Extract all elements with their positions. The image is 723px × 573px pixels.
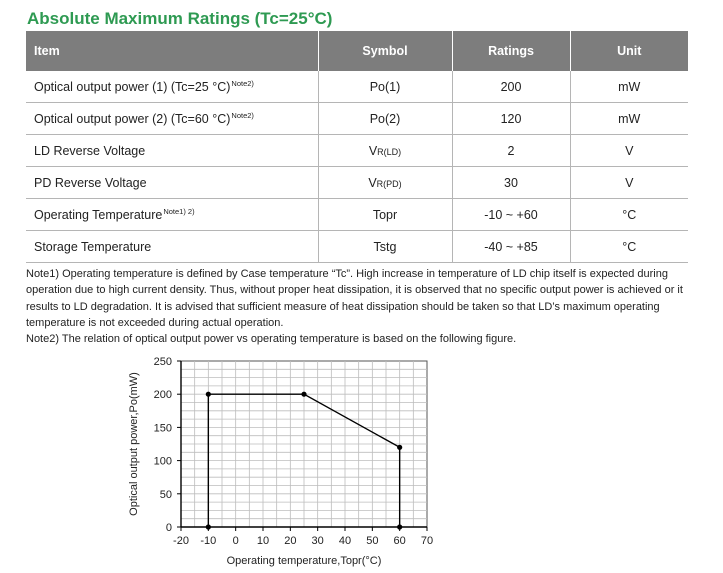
note-ref: Note1) 2) [163,207,195,216]
item-cell: Optical output power (1) (Tc=25 °C)Note2… [26,71,319,103]
x-tick-label: 40 [339,535,351,547]
header-symbol: Symbol [318,31,453,71]
unit-cell: V [570,166,688,199]
symbol-label: Topr [372,207,398,222]
data-point [397,524,403,530]
x-tick-label: -10 [200,535,216,547]
symbol-cell: VR(PD) [318,166,453,199]
rating-cell: -10 ~ +60 [452,198,571,231]
y-axis-label: Optical output power,Po(mW) [128,372,140,516]
section-title: Absolute Maximum Ratings (Tc=25°C) [27,9,333,28]
unit-cell: °C [570,230,688,263]
table-row: LD Reverse Voltage VR(LD) 2 V [26,134,688,167]
symbol-label: Po(2) [369,111,401,126]
item-label: LD Reverse Voltage [34,144,146,158]
x-tick-label: 30 [312,535,324,547]
y-tick-label: 0 [166,522,172,534]
y-tick-label: 50 [160,489,172,501]
notes-block: Note1) Operating temperature is defined … [26,266,696,347]
data-point [301,391,307,397]
x-axis-label: Operating temperature,Topr(°C) [227,555,382,567]
rating-cell: 2 [452,134,571,167]
data-point [205,524,211,530]
symbol-label: Tstg [373,239,397,254]
symbol-cell: VR(LD) [318,134,453,167]
item-label: PD Reverse Voltage [34,176,147,190]
symbol-cell: Po(1) [318,71,453,103]
symbol-subscript: R(LD) [377,146,402,157]
x-tick-label: 50 [366,535,378,547]
note1-text: Note1) Operating temperature is defined … [26,268,683,329]
table-row: Optical output power (2) (Tc=60 °C)Note2… [26,102,688,135]
rating-cell: 30 [452,166,571,199]
note-ref: Note2) [231,111,254,120]
symbol-cell: Po(2) [318,102,453,135]
table-row: Storage Temperature Tstg -40 ~ +85 °C [26,230,688,263]
rating-cell: 200 [452,71,571,103]
symbol-label: V [368,175,377,190]
x-tick-label: -20 [173,535,189,547]
header-unit: Unit [570,31,688,71]
table-row: PD Reverse Voltage VR(PD) 30 V [26,166,688,199]
unit-cell: V [570,134,688,167]
rating-cell: 120 [452,102,571,135]
item-label: Optical output power (1) (Tc=25 °C) [34,80,231,94]
unit-cell: mW [570,71,688,103]
data-point [205,391,211,397]
item-label: Operating Temperature [34,208,163,222]
symbol-cell: Tstg [318,230,453,263]
unit-cell: °C [570,198,688,231]
item-label: Optical output power (2) (Tc=60 °C) [34,112,231,126]
y-tick-label: 200 [154,389,172,401]
x-tick-label: 60 [394,535,406,547]
y-tick-label: 150 [154,422,172,434]
x-tick-label: 10 [257,535,269,547]
item-cell: PD Reverse Voltage [26,166,319,199]
note2-text: Note2) The relation of optical output po… [26,333,517,346]
symbol-subscript: R(PD) [376,178,402,189]
item-cell: Storage Temperature [26,230,319,263]
item-label: Storage Temperature [34,240,152,254]
table-row: Optical output power (1) (Tc=25 °C)Note2… [26,71,688,103]
rating-cell: -40 ~ +85 [452,230,571,263]
ratings-table: Item Symbol Ratings Unit Optical output … [26,31,688,263]
item-cell: LD Reverse Voltage [26,134,319,167]
y-tick-label: 100 [154,456,172,468]
item-cell: Operating TemperatureNote1) 2) [26,198,319,231]
item-cell: Optical output power (2) (Tc=60 °C)Note2… [26,102,319,135]
header-ratings: Ratings [452,31,571,71]
x-tick-label: 20 [284,535,296,547]
table-row: Operating TemperatureNote1) 2) Topr -10 … [26,198,688,231]
note-ref: Note2) [231,79,254,88]
header-item: Item [26,31,319,71]
y-tick-label: 250 [154,356,172,368]
symbol-cell: Topr [318,198,453,231]
data-point [397,444,403,450]
x-tick-label: 0 [233,535,239,547]
x-tick-label: 70 [421,535,433,547]
table-header-row: Item Symbol Ratings Unit [26,31,688,71]
symbol-label: V [368,143,378,158]
unit-cell: mW [570,102,688,135]
symbol-label: Po(1) [369,79,401,94]
